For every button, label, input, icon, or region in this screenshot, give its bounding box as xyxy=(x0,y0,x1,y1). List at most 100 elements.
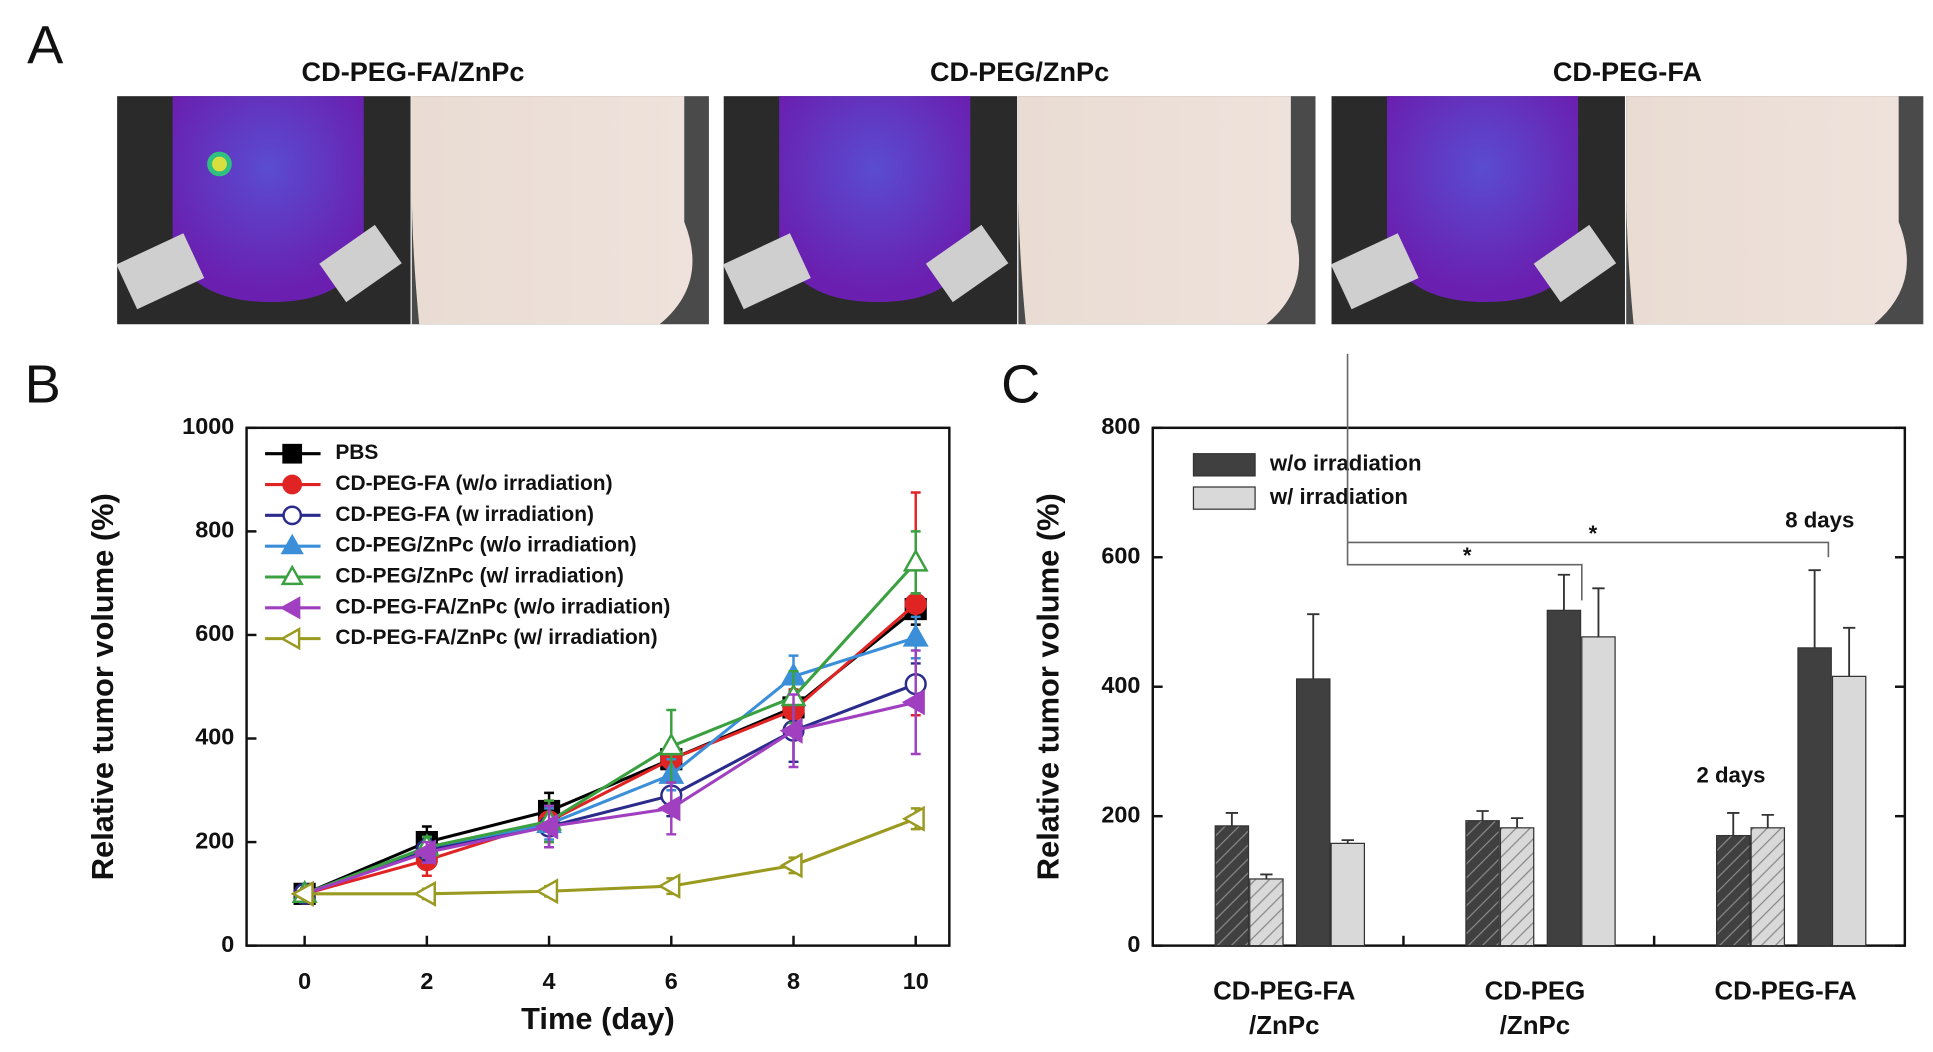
error-bar xyxy=(1808,569,1821,648)
tape xyxy=(925,224,1009,303)
mouse-photo xyxy=(1626,96,1907,325)
legend-label: CD-PEG-FA (w irradiation) xyxy=(335,503,594,526)
x-tick-label: /ZnPc xyxy=(1249,1012,1319,1040)
y-tick-label: 800 xyxy=(1101,413,1140,439)
bar xyxy=(1581,636,1616,947)
y-tick-label: 0 xyxy=(1127,931,1140,957)
error-bar xyxy=(1727,812,1740,836)
series-line xyxy=(304,817,917,896)
data-point xyxy=(904,592,927,615)
x-tick-label: CD-PEG-FA xyxy=(1714,977,1856,1005)
error-bar xyxy=(1341,839,1354,844)
x-tick-label: CD-PEG xyxy=(1485,977,1586,1005)
error-bar xyxy=(1307,613,1320,679)
series-line xyxy=(304,602,917,896)
period-label: 2 days xyxy=(1696,763,1765,788)
fluorescence-signal xyxy=(779,96,971,303)
x-tick-label: 8 xyxy=(787,968,800,994)
data-point xyxy=(658,732,685,756)
significance-star: * xyxy=(1463,543,1472,568)
data-point xyxy=(902,623,929,647)
panel-label: A xyxy=(27,16,64,76)
image-row: CD-PEG-FA/ZnPc CD-PEG/ZnPc CD-PEG-FA xyxy=(116,56,1924,325)
legend-marker xyxy=(282,505,303,526)
bar xyxy=(1715,834,1751,947)
data-point xyxy=(902,548,929,572)
data-point xyxy=(657,873,681,900)
y-tick-label: 600 xyxy=(195,620,234,646)
x-tick-label: CD-PEG-FA xyxy=(1213,977,1355,1005)
y-tick-label: 200 xyxy=(1101,801,1140,827)
panel-label: B xyxy=(25,355,61,415)
significance-star: * xyxy=(1589,521,1598,546)
data-point xyxy=(657,795,681,822)
data-point xyxy=(901,689,925,716)
fluorescence-signal xyxy=(1387,96,1579,303)
bar xyxy=(1546,609,1582,947)
data-point xyxy=(412,880,436,907)
legend-label: CD-PEG-FA (w/o irradiation) xyxy=(335,472,612,495)
y-tick-label: 0 xyxy=(221,931,234,957)
legend-marker xyxy=(282,474,303,495)
tape xyxy=(116,233,205,310)
tape xyxy=(319,224,402,303)
series-line xyxy=(304,682,917,896)
legend-marker xyxy=(279,596,301,620)
x-tick-label: 0 xyxy=(298,968,311,994)
bar xyxy=(1249,878,1284,947)
y-tick-label: 600 xyxy=(1101,542,1140,568)
image-title: CD-PEG-FA xyxy=(1553,56,1702,87)
legend-label: PBS xyxy=(335,441,378,464)
data-point xyxy=(290,880,314,907)
bar xyxy=(1797,647,1832,947)
data-point xyxy=(779,852,803,879)
x-tick-label: 10 xyxy=(903,968,929,994)
legend-label: w/o irradiation xyxy=(1269,451,1422,476)
error-bar xyxy=(1260,873,1273,879)
series-line xyxy=(304,561,917,896)
legend-swatch xyxy=(1192,453,1256,477)
bar xyxy=(1330,842,1366,947)
series-line xyxy=(304,607,917,896)
image-title: CD-PEG-FA/ZnPc xyxy=(302,56,525,87)
y-axis-title: Relative tumor volume (%) xyxy=(1031,493,1066,880)
y-tick-label: 400 xyxy=(1101,672,1140,698)
x-tick-label: 2 xyxy=(420,968,433,994)
period-label: 8 days xyxy=(1785,507,1854,532)
tape xyxy=(1533,224,1617,303)
data-point xyxy=(412,839,436,866)
error-bar xyxy=(1761,813,1774,828)
data-point xyxy=(535,813,559,840)
error-bar xyxy=(1510,817,1524,828)
figure-body: A CD-PEG-FA/ZnPc CD-PEG/ZnPc CD-PEG-FA B 0 2… xyxy=(25,16,1924,1040)
x-tick-label: /ZnPc xyxy=(1500,1012,1570,1040)
x-tick-label: 4 xyxy=(543,968,556,994)
data-point xyxy=(901,805,925,832)
legend-marker xyxy=(282,443,303,464)
legend-label: CD-PEG/ZnPc (w/ irradiation) xyxy=(335,565,624,588)
error-bar xyxy=(1842,626,1856,677)
bar xyxy=(1831,675,1867,947)
mouse-photo xyxy=(411,96,693,325)
bar xyxy=(1465,820,1500,947)
tape xyxy=(1330,233,1419,310)
legend-marker xyxy=(279,627,301,651)
series-line xyxy=(304,700,917,896)
y-axis-title: Relative tumor volume (%) xyxy=(85,493,120,880)
bar xyxy=(1295,678,1331,947)
y-tick-label: 200 xyxy=(195,827,234,853)
bar xyxy=(1750,827,1786,947)
error-bar xyxy=(1225,812,1239,826)
image-title: CD-PEG/ZnPc xyxy=(930,56,1109,87)
legend-marker xyxy=(280,564,304,586)
x-tick-label: 6 xyxy=(665,968,678,994)
legend-swatch xyxy=(1192,486,1256,510)
tape xyxy=(722,233,811,310)
bar xyxy=(1499,827,1535,947)
legend-label: CD-PEG/ZnPc (w/o irradiation) xyxy=(335,534,636,557)
legend-marker xyxy=(280,533,304,555)
legend-label: w/ irradiation xyxy=(1269,484,1408,509)
bar xyxy=(1214,825,1250,947)
mouse-photo xyxy=(1018,96,1300,325)
